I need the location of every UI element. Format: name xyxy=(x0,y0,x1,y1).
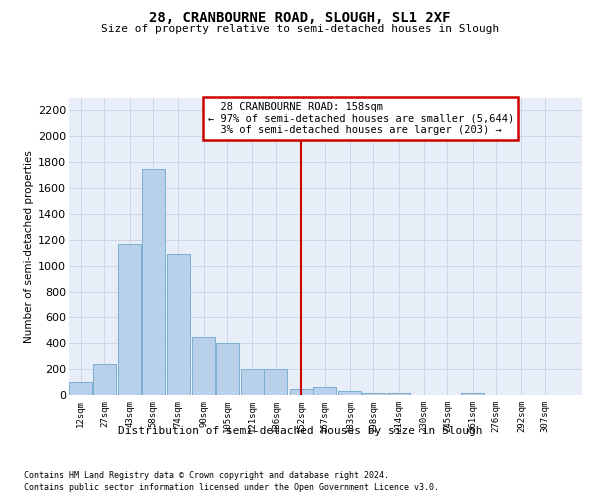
Bar xyxy=(167,254,190,395)
Y-axis label: Number of semi-detached properties: Number of semi-detached properties xyxy=(24,150,34,342)
Text: Distribution of semi-detached houses by size in Slough: Distribution of semi-detached houses by … xyxy=(118,426,482,436)
Bar xyxy=(93,364,116,395)
Bar xyxy=(290,388,313,395)
Bar xyxy=(265,369,287,395)
Bar xyxy=(387,393,410,395)
Bar xyxy=(362,393,385,395)
Bar xyxy=(338,391,361,395)
Text: Contains HM Land Registry data © Crown copyright and database right 2024.: Contains HM Land Registry data © Crown c… xyxy=(24,471,389,480)
Bar xyxy=(69,382,92,395)
Bar xyxy=(142,168,165,395)
Bar xyxy=(192,337,215,395)
Bar xyxy=(461,393,484,395)
Bar xyxy=(241,369,264,395)
Bar xyxy=(313,387,336,395)
Text: 28, CRANBOURNE ROAD, SLOUGH, SL1 2XF: 28, CRANBOURNE ROAD, SLOUGH, SL1 2XF xyxy=(149,11,451,25)
Text: Size of property relative to semi-detached houses in Slough: Size of property relative to semi-detach… xyxy=(101,24,499,34)
Text: 28 CRANBOURNE ROAD: 158sqm  
← 97% of semi-detached houses are smaller (5,644)
 : 28 CRANBOURNE ROAD: 158sqm ← 97% of semi… xyxy=(208,102,514,135)
Text: Contains public sector information licensed under the Open Government Licence v3: Contains public sector information licen… xyxy=(24,482,439,492)
Bar xyxy=(215,344,239,395)
Bar xyxy=(118,244,141,395)
